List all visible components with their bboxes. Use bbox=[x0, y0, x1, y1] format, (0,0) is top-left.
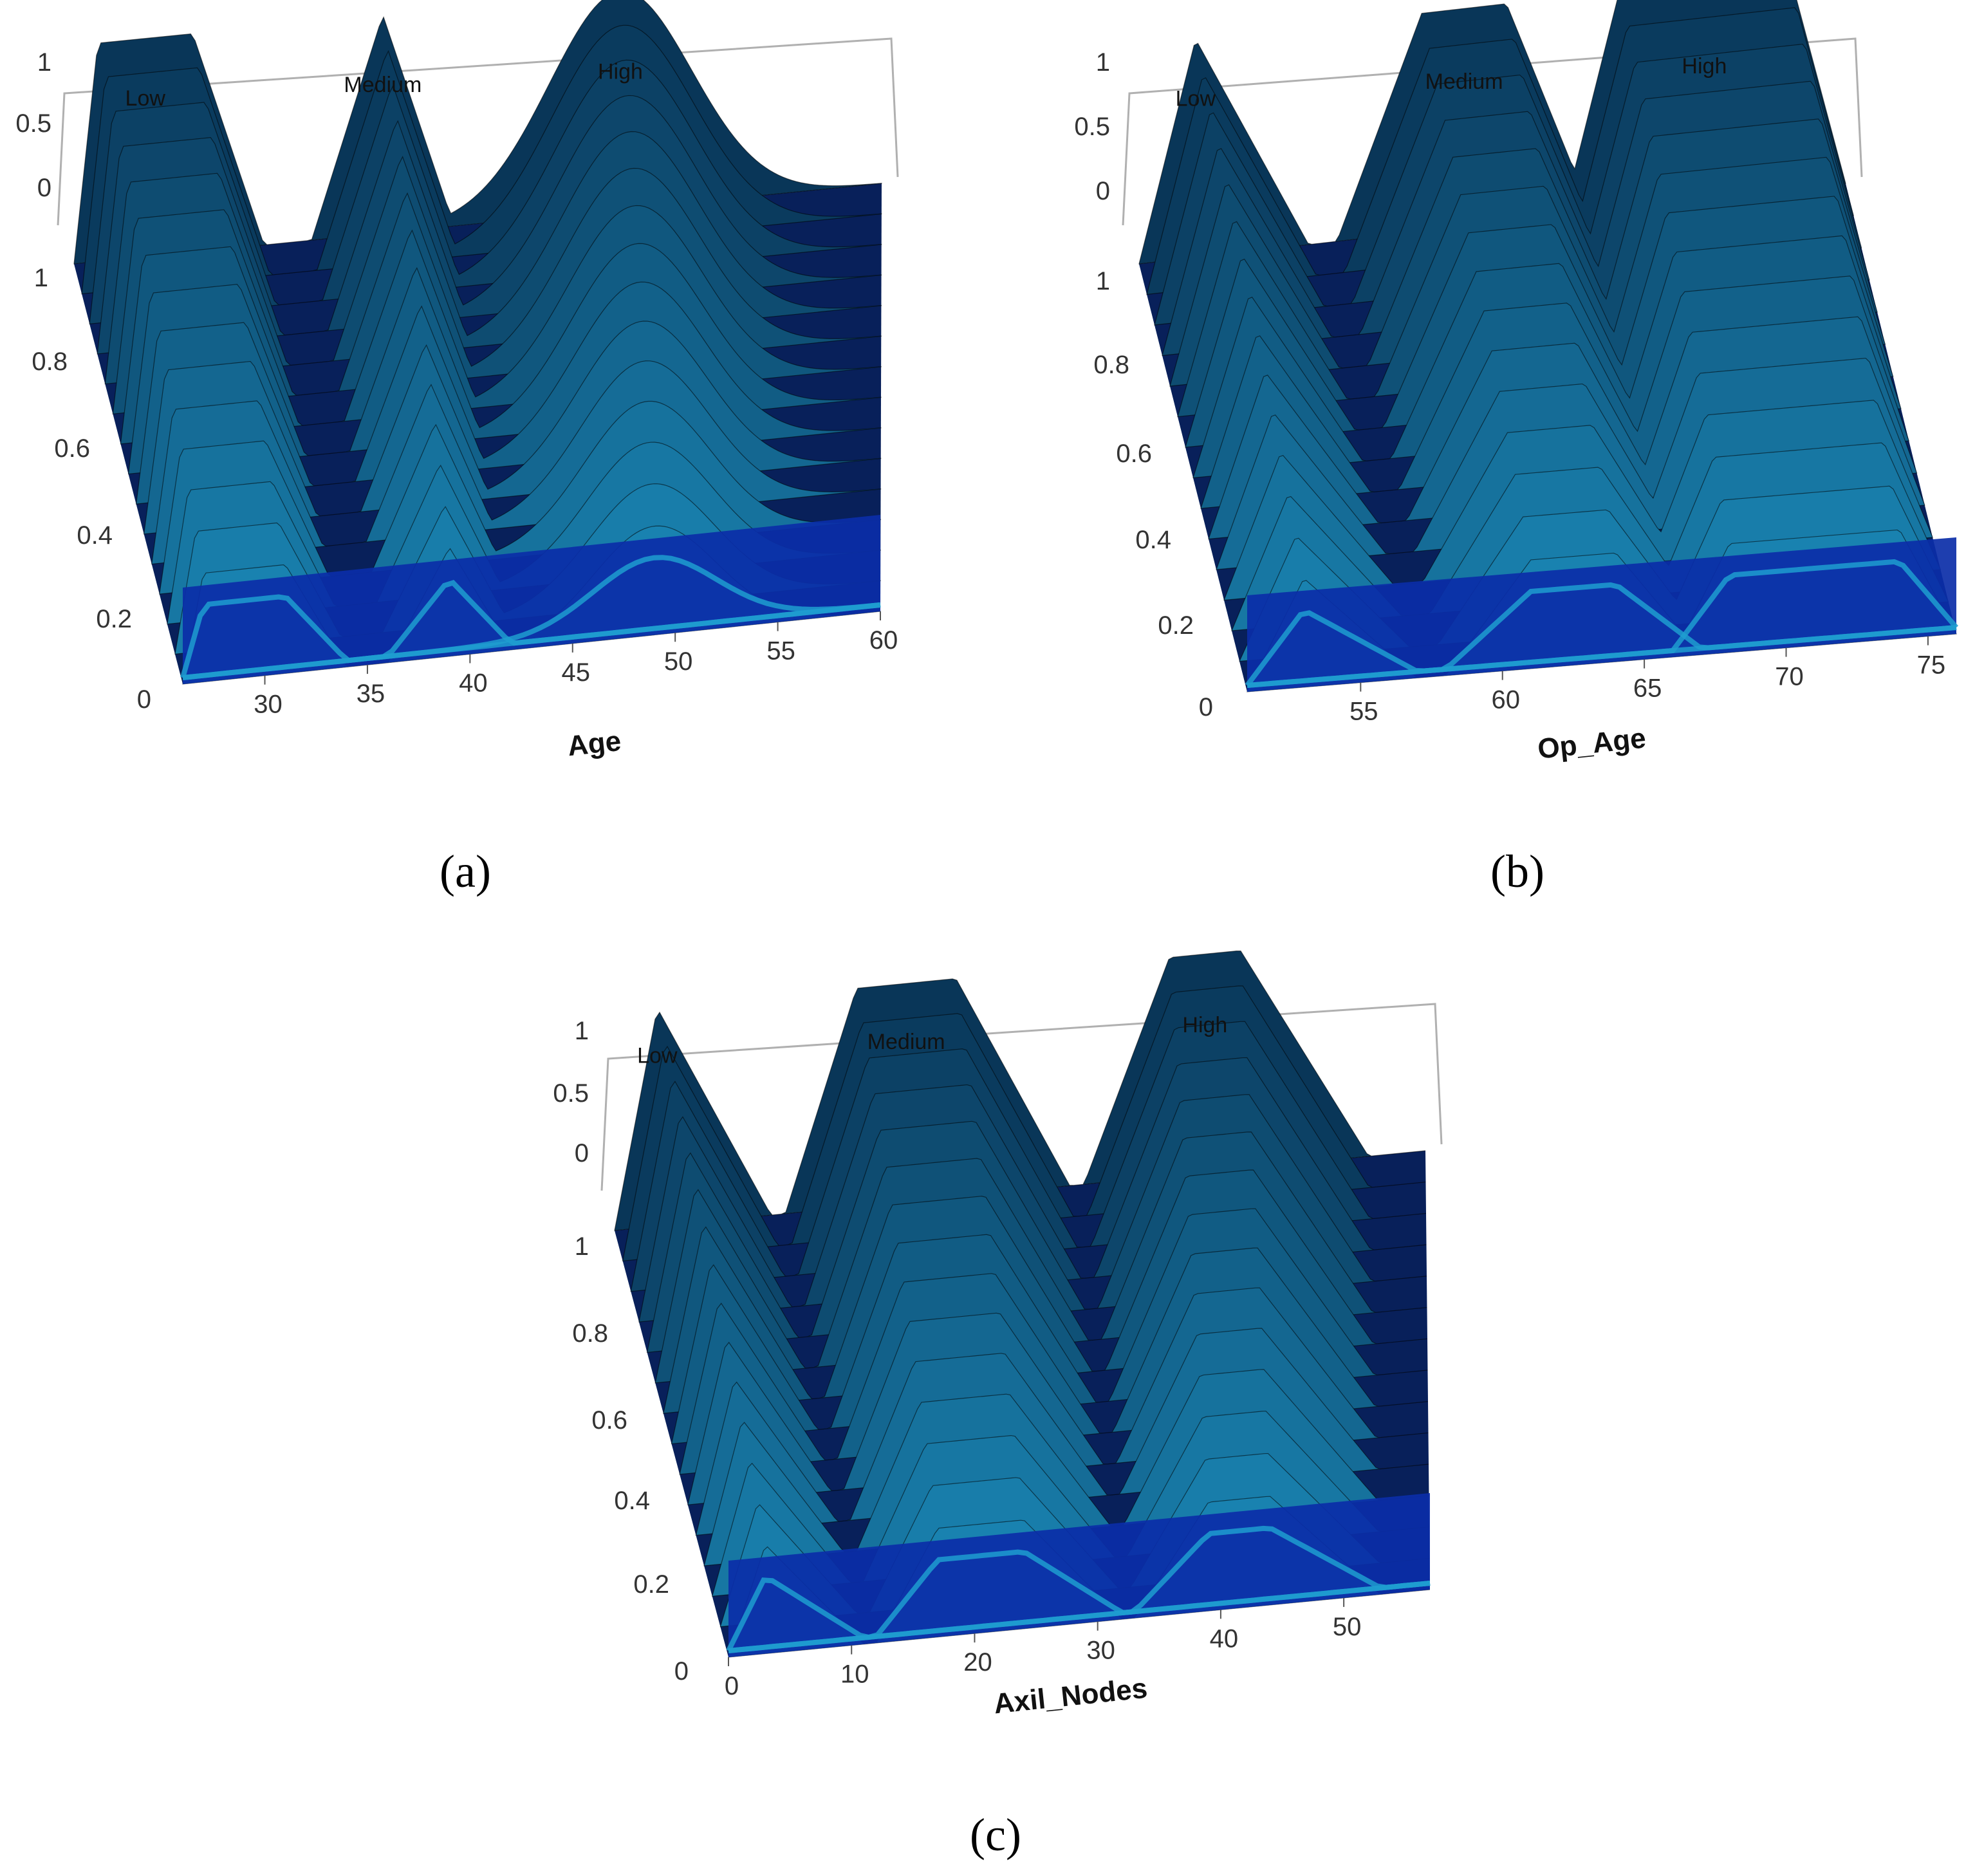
x-tick-label: 70 bbox=[1775, 663, 1804, 691]
front-wall bbox=[728, 1493, 1430, 1657]
y-tick-label: 0.6 bbox=[591, 1406, 627, 1435]
y-tick-label: 0.8 bbox=[32, 348, 68, 376]
y-tick-label: 0.4 bbox=[614, 1487, 650, 1515]
y-tick-label: 0 bbox=[137, 685, 151, 714]
x-tick-label: 55 bbox=[1349, 698, 1378, 726]
z-tick-label: 0.5 bbox=[553, 1079, 589, 1108]
z-tick-label: 1 bbox=[1096, 48, 1110, 77]
x-tick-label: 30 bbox=[1086, 1637, 1115, 1665]
membership-label-high: High bbox=[598, 60, 643, 84]
y-tick-label: 0.6 bbox=[54, 434, 90, 463]
x-tick-label: 30 bbox=[254, 691, 283, 719]
panel-c: 0 10 20 30 40 5000.20.40.60.8100.51LowMediumH… bbox=[553, 950, 1443, 1720]
y-tick-label: 0 bbox=[1199, 693, 1213, 721]
panel-b-caption: (b) bbox=[1490, 846, 1544, 897]
membership-label-medium: Medium bbox=[344, 73, 422, 97]
panel-a: 30 35 40 45 50 55 60 0 0.2 0.4 0.6 0.8 1 0 0.5 1 Low Medi… bbox=[15, 0, 899, 762]
surface-slab bbox=[135, 281, 882, 505]
x-axis-title: Axil_Nodes bbox=[992, 1673, 1149, 1720]
y-tick-label: 0.2 bbox=[1158, 611, 1194, 640]
x-tick-label: 60 bbox=[869, 626, 898, 655]
z-tick-label: 1 bbox=[575, 1017, 589, 1045]
surface-slab bbox=[143, 320, 882, 535]
panel-a-caption: (a) bbox=[440, 846, 491, 897]
membership-curve-high bbox=[1247, 559, 1959, 688]
x-tick-label: 65 bbox=[1633, 674, 1662, 703]
x-tick-label: 55 bbox=[766, 637, 795, 665]
y-tick-label: 1 bbox=[1096, 267, 1110, 295]
membership-label-low: Low bbox=[125, 86, 166, 111]
z-tick-label: 0 bbox=[1096, 177, 1110, 205]
y-tick-label: 0.4 bbox=[1135, 526, 1171, 554]
x-tick-label: 50 bbox=[664, 647, 693, 676]
y-tick-label: 0.2 bbox=[633, 1570, 669, 1599]
front-wall bbox=[183, 515, 880, 684]
membership-label-high: High bbox=[1182, 1013, 1227, 1037]
y-tick-label: 0.6 bbox=[1116, 440, 1152, 468]
y-tick-label: 0.8 bbox=[572, 1319, 608, 1348]
membership-curve-high bbox=[182, 555, 881, 680]
y-tick-label: 1 bbox=[34, 264, 48, 292]
membership-label-medium: Medium bbox=[1425, 70, 1503, 94]
membership-label-medium: Medium bbox=[867, 1030, 945, 1054]
y-tick-label: 0.2 bbox=[96, 605, 132, 633]
x-tick-label: 40 bbox=[1210, 1624, 1239, 1653]
x-tick-label: 10 bbox=[840, 1660, 869, 1689]
x-tick-label: 75 bbox=[1917, 651, 1946, 680]
z-tick-label: 1 bbox=[37, 48, 51, 77]
membership-curve-high bbox=[728, 1525, 1431, 1653]
membership-label-low: Low bbox=[1176, 86, 1216, 111]
x-tick-label: 60 bbox=[1491, 686, 1520, 714]
axis-box-line bbox=[57, 37, 899, 226]
x-axis-title: Op_Age bbox=[1536, 722, 1647, 765]
z-tick-label: 0.5 bbox=[15, 109, 51, 138]
surface-slab bbox=[151, 360, 882, 565]
panel-c-caption: (c) bbox=[970, 1809, 1021, 1861]
panel-b: 55 60 65 70 75 0 0.2 0.4 0.6 0.8 1 0 0.5 1 Low Medium Hi… bbox=[1074, 0, 1959, 765]
membership-label-low: Low bbox=[637, 1043, 678, 1068]
y-tick-label: 0.4 bbox=[77, 521, 113, 550]
y-tick-label: 1 bbox=[575, 1232, 589, 1261]
x-tick-label: 40 bbox=[459, 669, 488, 697]
z-tick-label: 0.5 bbox=[1074, 113, 1110, 141]
x-tick-label: 35 bbox=[357, 680, 385, 708]
axis-box-line bbox=[600, 1003, 1443, 1191]
z-tick-label: 0 bbox=[37, 174, 51, 202]
x-tick-label: 45 bbox=[562, 658, 591, 687]
x-tick-label: 0 bbox=[725, 1672, 739, 1700]
membership-label-high: High bbox=[1682, 54, 1727, 79]
y-tick-label: 0 bbox=[674, 1657, 689, 1686]
x-tick-label: 50 bbox=[1333, 1613, 1362, 1641]
surface-slab bbox=[159, 400, 882, 595]
y-tick-label: 0.8 bbox=[1093, 351, 1129, 379]
x-axis-title: Age bbox=[566, 725, 623, 762]
front-wall bbox=[1247, 537, 1956, 692]
x-tick-label: 20 bbox=[963, 1648, 992, 1676]
z-tick-label: 0 bbox=[575, 1139, 589, 1167]
